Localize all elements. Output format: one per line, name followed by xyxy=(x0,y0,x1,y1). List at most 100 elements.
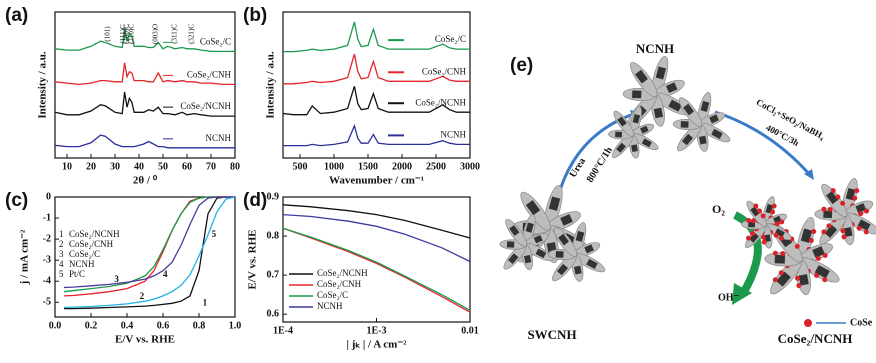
arrow xyxy=(558,110,641,191)
band xyxy=(812,246,825,258)
band xyxy=(617,116,627,127)
x-tick-label: 10 xyxy=(62,161,72,172)
particle xyxy=(854,188,860,194)
x-tick-label: 0.0 xyxy=(49,320,62,331)
product-label: CoSe₂/NCNH xyxy=(778,331,853,346)
peak-annotation: (111)C xyxy=(119,24,127,44)
band xyxy=(635,69,648,84)
particle xyxy=(757,208,763,214)
panel-label: (b) xyxy=(243,5,267,26)
legend-label: NCNH xyxy=(205,133,231,143)
peak-annotation: (321)C xyxy=(187,24,195,44)
band xyxy=(814,265,830,279)
legend-label: CoSe₂/NCNH xyxy=(415,97,466,107)
band xyxy=(533,235,543,244)
x-tick-label: 500 xyxy=(293,161,308,172)
legend-label: Pt/C xyxy=(69,269,85,279)
particle xyxy=(750,230,756,236)
y-axis-title: E/V vs. RHE xyxy=(247,229,259,289)
series-line xyxy=(54,134,235,149)
particle xyxy=(840,228,846,234)
legend-label: CoSe₂/CNH xyxy=(422,66,467,76)
band xyxy=(826,191,839,205)
legend-tag: 1 xyxy=(59,229,64,239)
band xyxy=(641,138,652,148)
peak-annotation: (101) xyxy=(103,26,111,42)
x-tick-label: 0.4 xyxy=(121,320,134,331)
particle xyxy=(796,283,802,289)
particle xyxy=(811,229,817,235)
legend-label: CoSe₂/CNH xyxy=(69,239,114,249)
particle xyxy=(863,229,869,235)
series-line xyxy=(282,213,471,263)
band xyxy=(653,107,663,119)
y-tick-label: -2 xyxy=(43,233,51,244)
series-line xyxy=(282,227,471,311)
panel-label: (a) xyxy=(5,5,28,26)
particle xyxy=(774,221,780,227)
y-tick-label: -1 xyxy=(43,212,51,223)
x-tick-label: 50 xyxy=(158,161,168,172)
x-tick-label: 1000 xyxy=(324,161,344,172)
band xyxy=(824,224,838,238)
series-line xyxy=(282,86,470,116)
legend-label: NCNH xyxy=(69,259,95,269)
particle xyxy=(772,277,778,283)
particle xyxy=(864,208,870,214)
band xyxy=(857,219,871,231)
series-line xyxy=(54,91,235,117)
band xyxy=(584,244,594,254)
curve-tag: 5 xyxy=(212,229,217,239)
series-line xyxy=(64,196,235,310)
x-tick-label: 0.6 xyxy=(157,320,170,331)
y-tick-label: 0.9 xyxy=(267,191,280,202)
legend-label: CoSe xyxy=(850,317,873,328)
particle xyxy=(746,217,752,223)
band xyxy=(535,248,547,259)
y-tick-label: -5 xyxy=(43,297,51,308)
band xyxy=(774,254,786,264)
particle xyxy=(778,270,784,276)
band xyxy=(616,142,626,153)
band xyxy=(524,255,532,264)
x-tick-label: 1.0 xyxy=(229,320,242,331)
particle xyxy=(821,229,827,235)
series-line xyxy=(54,28,235,53)
particle xyxy=(822,277,828,283)
band xyxy=(709,114,719,124)
panel-label: (e) xyxy=(510,55,533,76)
series-line xyxy=(283,123,470,147)
particle xyxy=(827,206,833,212)
band xyxy=(680,121,689,128)
band xyxy=(776,271,791,287)
arrow-head xyxy=(804,169,814,180)
particle xyxy=(779,219,785,225)
band xyxy=(700,100,710,112)
particle xyxy=(761,239,767,245)
plot-frame xyxy=(282,11,471,159)
legend-label: CoSe₂/NCNH xyxy=(317,268,368,278)
legend-label: CoSe₂/C xyxy=(200,36,231,46)
band xyxy=(698,135,707,145)
particle xyxy=(840,200,846,206)
particle xyxy=(778,235,784,241)
legend-tag: 4 xyxy=(59,259,64,269)
band xyxy=(798,274,809,286)
band xyxy=(668,99,682,112)
band xyxy=(558,233,570,246)
legend-label: CoSe₂/NCNH xyxy=(69,229,120,239)
y-axis-title: Intensity / a.u. xyxy=(37,51,49,118)
band xyxy=(683,103,695,116)
x-tick-label: 20 xyxy=(86,161,96,172)
x-tick-label: 0.2 xyxy=(85,320,98,331)
swcnh-label: SWCNH xyxy=(527,327,576,342)
band xyxy=(631,144,638,153)
legend-label: NCNH xyxy=(440,129,466,139)
band xyxy=(823,210,833,219)
x-tick-label: 0.01 xyxy=(461,325,479,336)
particle xyxy=(772,250,778,256)
band xyxy=(575,230,585,242)
y-tick-label: 0.7 xyxy=(267,269,280,280)
peak-annotation: (003)O xyxy=(151,24,159,44)
